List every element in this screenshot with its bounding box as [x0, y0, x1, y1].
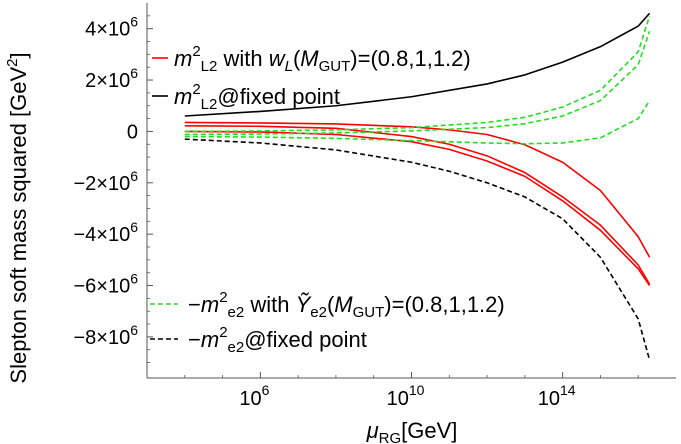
curves: [184, 12, 651, 361]
y-tick-label: −4×106: [73, 219, 138, 246]
legend-label-green: −m2e2 with Ỹe2(MGUT)=(0.8,1,1.2): [188, 289, 505, 321]
series-green-line: [184, 15, 651, 133]
axes: [146, 3, 676, 379]
series-red-line: [184, 121, 651, 258]
x-tick-label: 106: [239, 382, 269, 410]
x-axis-title: μRG[GeV]: [366, 418, 458, 444]
legend: m2L2 with wL(MGUT)=(0.8,1,1.2) m2L2@fixed…: [150, 43, 505, 356]
x-tick-label: 1014: [538, 382, 576, 410]
y-tick-label: −8×106: [73, 322, 138, 349]
legend-label-black: m2L2@fixed point: [174, 81, 340, 113]
x-tick-label: 1010: [387, 382, 425, 410]
series-green-line: [184, 100, 651, 145]
legend-label-black-dashed: −m2e2@fixed point: [188, 324, 367, 356]
series-red-line: [184, 124, 651, 285]
series-red-line: [184, 130, 651, 286]
y-tick-label: 4×106: [85, 14, 138, 41]
labels: 4×106 2×106 0 −2×106 −4×106 −6×106 −8×106 106 10…: [4, 14, 576, 444]
series-black-line: [184, 12, 651, 117]
legend-label-red: m2L2 with wL(MGUT)=(0.8,1,1.2): [174, 43, 471, 75]
y-tick-label: 2×106: [85, 65, 138, 92]
y-axis-title: Slepton soft mass squared [GeV2]: [4, 52, 31, 383]
y-tick-label: 0: [127, 121, 138, 143]
series-black-dashed-line: [184, 138, 651, 361]
y-tick-label: −6×106: [73, 271, 138, 298]
y-tick-label: −2×106: [73, 168, 138, 195]
series-green-line: [184, 30, 651, 136]
